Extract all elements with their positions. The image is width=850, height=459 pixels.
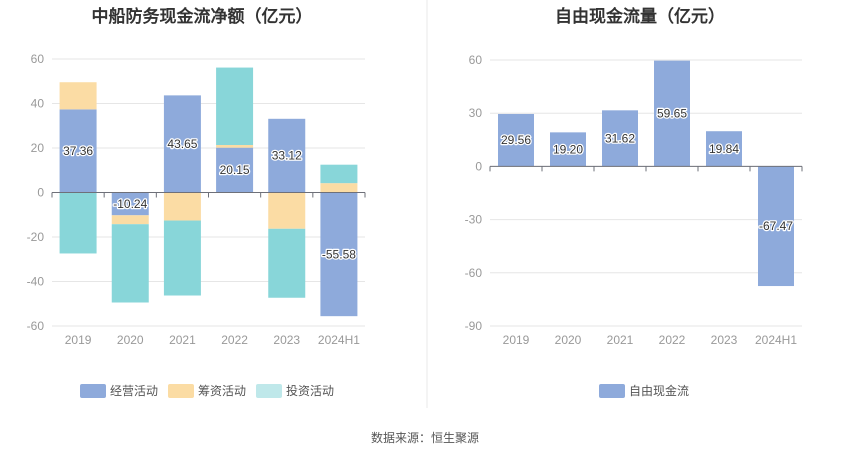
right-y-tick-label: 30 — [469, 106, 483, 120]
left-bar-s0-2024h1[interactable] — [320, 192, 358, 317]
right-bar-2023[interactable] — [706, 131, 742, 167]
left-x-tick-label: 2020 — [117, 333, 144, 347]
legend-label-operating: 经营活动 — [110, 384, 158, 398]
left-bar-s2-2022[interactable] — [216, 67, 254, 145]
legend-label-free-cash-flow: 自由现金流 — [629, 383, 689, 398]
left-legend: 经营活动 筹资活动 投资活动 — [80, 383, 334, 398]
left-chart-title: 中船防务现金流净额（亿元） — [92, 6, 313, 27]
legend-label-investing: 投资活动 — [286, 383, 334, 398]
right-y-tick-label: -30 — [465, 213, 483, 227]
left-x-tick-label: 2021 — [169, 333, 196, 347]
left-bar-s1-2020[interactable] — [111, 215, 149, 225]
left-bar-s1-2021[interactable] — [163, 192, 201, 221]
legend-swatch-free-cash-flow — [599, 384, 625, 398]
left-bar-s2-2021[interactable] — [163, 220, 201, 296]
right-data-label-2023: 19.84 — [709, 142, 739, 156]
right-data-label-2020: 19.20 — [553, 142, 583, 156]
right-x-tick-label: 2020 — [555, 333, 582, 347]
left-data-label-2019: 37.36 — [63, 144, 93, 158]
legend-item-financing[interactable]: 筹资活动 — [168, 384, 246, 398]
source-note: 数据来源：恒生聚源 — [371, 430, 479, 445]
legend-swatch-operating — [80, 384, 106, 398]
left-bar-s0-2019[interactable] — [59, 109, 97, 193]
right-data-label-2024h1: -67.47 — [759, 219, 793, 233]
right-data-label-2021: 31.62 — [605, 131, 635, 145]
left-y-tick-label: -40 — [27, 275, 45, 289]
left-y-tick-label: 40 — [31, 97, 45, 111]
left-y-tick-label: -60 — [27, 319, 45, 333]
legend-item-operating[interactable]: 经营活动 — [80, 384, 158, 398]
left-y-tick-label: 60 — [31, 52, 45, 66]
left-bar-s0-2020[interactable] — [111, 192, 149, 216]
left-x-tick-label: 2024H1 — [318, 333, 360, 347]
left-y-tick-label: 20 — [31, 141, 45, 155]
right-y-tick-label: -60 — [465, 266, 483, 280]
right-y-tick-label: 60 — [469, 53, 483, 67]
left-bar-s1-2019[interactable] — [59, 82, 97, 110]
right-x-tick-label: 2023 — [711, 333, 738, 347]
left-bar-s0-2023[interactable] — [268, 118, 306, 193]
left-data-label-2022: 20.15 — [220, 163, 250, 177]
right-data-label-2022: 59.65 — [657, 107, 687, 121]
left-bar-s0-2021[interactable] — [163, 95, 201, 193]
left-data-label-2023: 33.12 — [272, 149, 302, 163]
legend-swatch-financing — [168, 384, 194, 398]
right-legend: 自由现金流 — [599, 383, 689, 398]
left-bar-s2-2024h1[interactable] — [320, 164, 358, 184]
legend-label-financing: 筹资活动 — [198, 384, 246, 398]
legend-item-free-cash-flow[interactable]: 自由现金流 — [599, 383, 689, 398]
left-y-tick-label: -20 — [27, 230, 45, 244]
right-x-tick-label: 2021 — [607, 333, 634, 347]
left-bar-s2-2019[interactable] — [59, 192, 97, 254]
left-bar-s1-2022[interactable] — [216, 144, 254, 148]
right-bar-2019[interactable] — [498, 113, 534, 167]
left-data-label-2024h1: -55.58 — [322, 247, 356, 261]
right-x-tick-label: 2019 — [503, 333, 530, 347]
left-bar-s2-2020[interactable] — [111, 224, 149, 303]
right-chart-title: 自由现金流量（亿元） — [555, 6, 725, 27]
left-bar-s1-2023[interactable] — [268, 192, 306, 229]
right-x-tick-label: 2024H1 — [755, 333, 797, 347]
left-bar-s1-2024h1[interactable] — [320, 183, 358, 193]
left-x-tick-label: 2019 — [65, 333, 92, 347]
right-data-label-2019: 29.56 — [501, 133, 531, 147]
right-plot-area: -90 -60 -30 0 30 60 2019 2020 2021 2022 2023 2024H1… — [465, 53, 803, 347]
right-x-tick-label: 2022 — [659, 333, 686, 347]
left-x-tick-label: 2023 — [273, 333, 300, 347]
right-bar-2022[interactable] — [654, 60, 690, 167]
right-bar-2020[interactable] — [550, 132, 586, 167]
left-data-label-2021: 43.65 — [167, 137, 197, 151]
left-bar-s2-2023[interactable] — [268, 228, 306, 298]
right-bar-2021[interactable] — [602, 110, 638, 167]
right-y-tick-label: 0 — [475, 159, 482, 173]
left-y-tick-label: 0 — [37, 186, 44, 200]
left-data-label-2020: -10.24 — [113, 197, 147, 211]
left-plot-area: -60 -40 -20 0 20 40 60 2019 2020 2021 2022 2023 2024… — [27, 52, 366, 347]
left-bar-s0-2022[interactable] — [216, 147, 254, 193]
left-x-tick-label: 2022 — [221, 333, 248, 347]
right-bar-2024h1[interactable] — [758, 166, 794, 287]
right-y-tick-label: -90 — [465, 319, 483, 333]
legend-item-investing[interactable]: 投资活动 — [256, 383, 334, 398]
legend-swatch-investing — [256, 384, 282, 398]
